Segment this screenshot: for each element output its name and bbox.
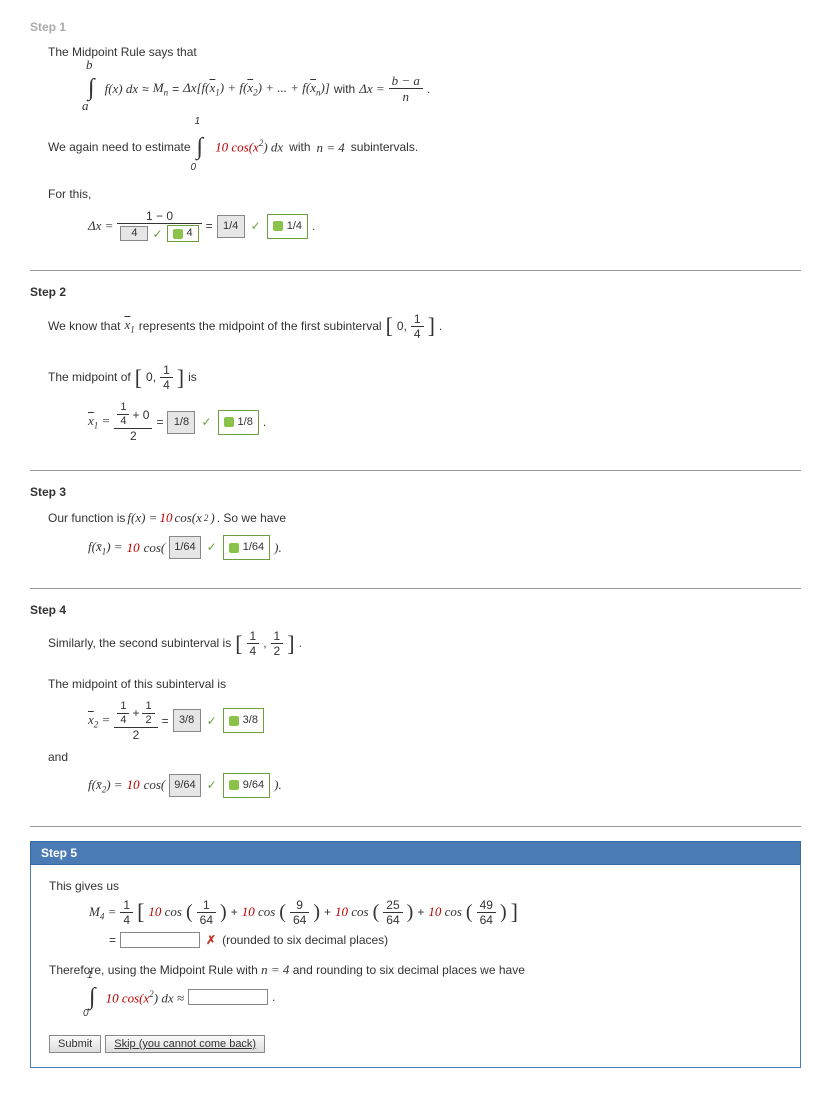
pencil-icon [229, 780, 239, 790]
step3-line1: Our function is f(x) = 10 cos(x2) . So w… [48, 507, 801, 529]
step1-chip-result[interactable]: 1/4 [267, 214, 308, 239]
step5-input-final[interactable] [188, 989, 268, 1005]
step1-need: We again need to estimate [48, 137, 191, 157]
step3-title: Step 3 [30, 485, 801, 499]
divider [30, 588, 801, 589]
submit-button[interactable]: Submit [49, 1035, 101, 1053]
check-icon: ✓ [207, 775, 217, 795]
step4-block: Step 4 Similarly, the second subinterval… [30, 603, 801, 816]
pencil-icon [229, 716, 239, 726]
check-icon: ✓ [152, 228, 162, 240]
cross-icon: ✗ [206, 933, 216, 947]
step1-estimate-line: We again need to estimate ∫ 1 0 10 cos(x… [48, 127, 801, 168]
step3-chip[interactable]: 1/64 [223, 535, 270, 560]
step1-sub: subintervals. [351, 137, 418, 157]
step4-x2-calc: x2 = 14 + 12 2 = 3/8 ✓ 3/8 [88, 701, 801, 741]
divider [30, 470, 801, 471]
step5-body: This gives us M4 = 14 [ 10 cos(164) + 10… [30, 865, 801, 1068]
check-icon: ✓ [251, 216, 261, 236]
step3-fx1: f(x̄1) = 10 cos( 1/64 ✓ 1/64 ). [88, 535, 801, 560]
step4-input-x2[interactable]: 3/8 [173, 709, 201, 732]
check-icon: ✓ [207, 537, 217, 557]
step1-chip-denom[interactable]: 4 [167, 225, 199, 242]
midpoint-rule-formula: ∫ b a f(x) dx ≈ Mn = Δx[f(x1) + f(x2) + … [88, 68, 801, 109]
step1-func-coeff: 10 cos(x [215, 140, 259, 155]
step1-deltax: Δx = 1 − 0 4 ✓ 4 = 1/4 ✓ 1/4 . [88, 210, 801, 242]
step5-buttons: Submit Skip (you cannot come back) [49, 1035, 782, 1053]
step2-title: Step 2 [30, 285, 801, 299]
step2-chip[interactable]: 1/8 [218, 410, 259, 435]
step5-title: Step 5 [30, 841, 801, 865]
pencil-icon [229, 543, 239, 553]
skip-button[interactable]: Skip (you cannot come back) [105, 1035, 265, 1053]
step4-and: and [48, 747, 801, 767]
check-icon: ✓ [207, 711, 217, 731]
step5-m4: M4 = 14 [ 10 cos(164) + 10 cos(964) + 10… [89, 899, 782, 926]
step5-integral: ∫ 1 0 10 cos(x2) dx ≈ . [89, 984, 782, 1011]
step4-line2: The midpoint of this subinterval is [48, 674, 801, 694]
step2-line1: We know that x1 represents the midpoint … [48, 307, 801, 344]
step5-therefore: Therefore, using the Midpoint Rule with … [49, 962, 782, 978]
step3-block: Step 3 Our function is f(x) = 10 cos(x2)… [30, 485, 801, 578]
step5-result: = ✗ (rounded to six decimal places) [109, 932, 782, 948]
step4-title: Step 4 [30, 603, 801, 617]
step1-content: The Midpoint Rule says that ∫ b a f(x) d… [30, 42, 801, 242]
step5-rounded: (rounded to six decimal places) [222, 933, 388, 947]
step1-block: Step 1 The Midpoint Rule says that ∫ b a… [30, 20, 801, 260]
pencil-icon [224, 417, 234, 427]
step4-fx2: f(x̄2) = 10 cos( 9/64 ✓ 9/64 ). [88, 773, 801, 798]
step2-content: We know that x1 represents the midpoint … [30, 307, 801, 442]
step5-container: Step 5 This gives us M4 = 14 [ 10 cos(16… [30, 841, 801, 1068]
step2-line2: The midpoint of [0, 14] is [48, 359, 801, 396]
step1-title: Step 1 [30, 20, 801, 34]
step1-input-denom[interactable]: 4 [120, 226, 148, 241]
step3-content: Our function is f(x) = 10 cos(x2) . So w… [30, 507, 801, 560]
step5-gives: This gives us [49, 879, 782, 893]
step5-input-m4[interactable] [120, 932, 200, 948]
step1-with: with [289, 137, 310, 157]
divider [30, 270, 801, 271]
check-icon: ✓ [201, 412, 211, 432]
step4-line1: Similarly, the second subinterval is [ 1… [48, 625, 801, 662]
step1-input-result[interactable]: 1/4 [217, 215, 245, 238]
step3-input[interactable]: 1/64 [169, 536, 200, 559]
step4-input-fx2[interactable]: 9/64 [169, 774, 200, 797]
step2-midpoint-calc: x1 = 14 + 0 2 = 1/8 ✓ 1/8 . [88, 402, 801, 442]
step1-n: n = 4 [317, 137, 345, 159]
step4-chip-x2[interactable]: 3/8 [223, 708, 264, 733]
step2-input[interactable]: 1/8 [167, 411, 195, 434]
step4-content: Similarly, the second subinterval is [ 1… [30, 625, 801, 798]
step4-chip-fx2[interactable]: 9/64 [223, 773, 270, 798]
pencil-icon [173, 229, 183, 239]
divider [30, 826, 801, 827]
pencil-icon [273, 221, 283, 231]
step1-intro: The Midpoint Rule says that [48, 42, 801, 62]
step1-forthis: For this, [48, 184, 801, 204]
step2-block: Step 2 We know that x1 represents the mi… [30, 285, 801, 460]
